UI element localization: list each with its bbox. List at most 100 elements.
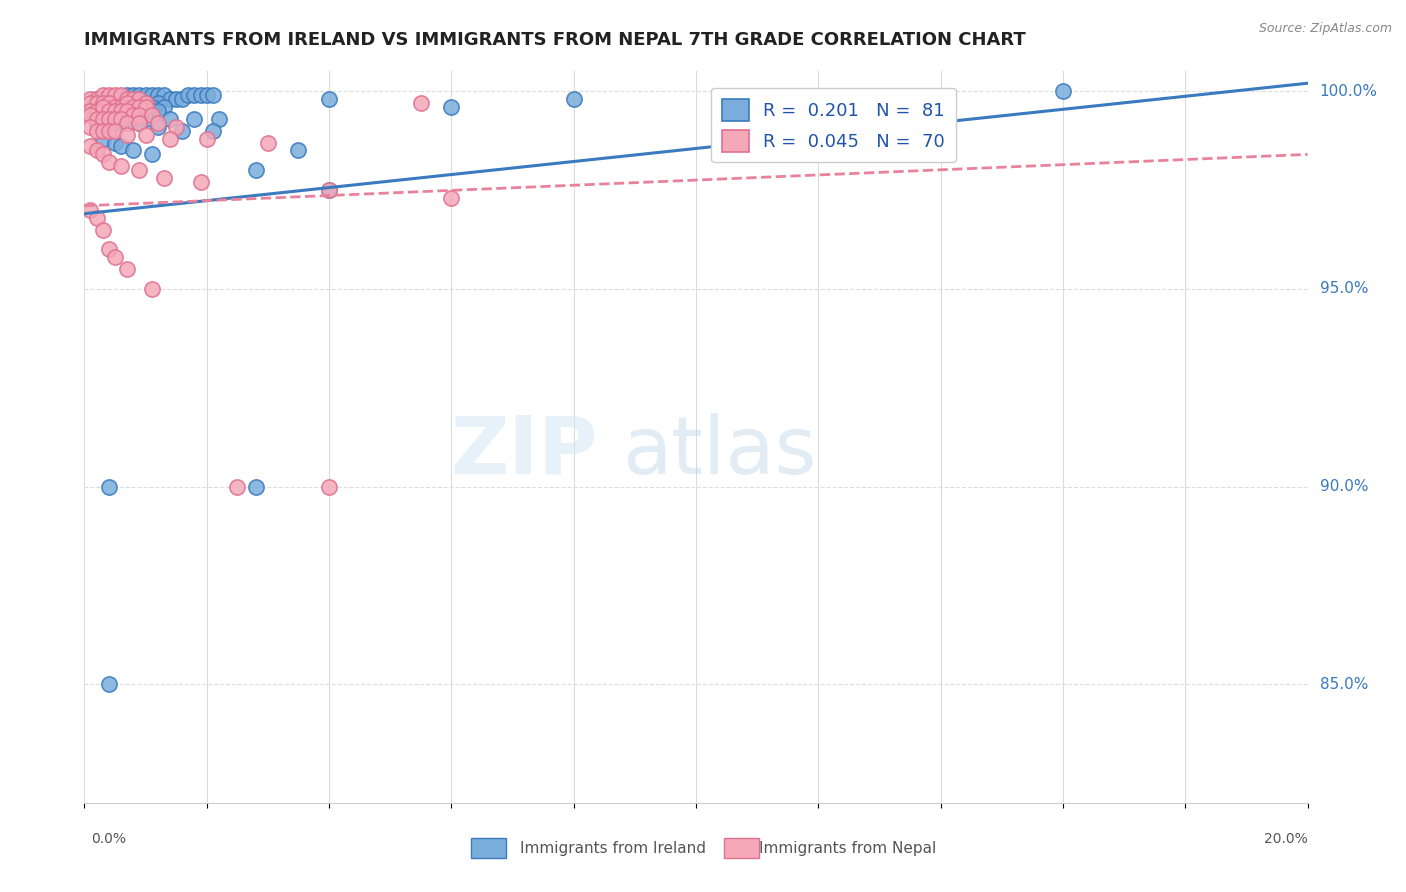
Point xyxy=(245,163,267,178)
Point xyxy=(1052,84,1074,98)
Point xyxy=(226,479,249,493)
FancyBboxPatch shape xyxy=(724,838,759,858)
Text: Immigrants from Nepal: Immigrants from Nepal xyxy=(759,841,936,856)
Text: ZIP: ZIP xyxy=(451,413,598,491)
Point xyxy=(318,183,340,197)
Text: 85.0%: 85.0% xyxy=(1320,677,1368,691)
Point xyxy=(91,222,114,236)
Point xyxy=(122,108,145,122)
Point xyxy=(86,95,108,110)
Point xyxy=(122,103,145,118)
Text: 95.0%: 95.0% xyxy=(1320,281,1368,296)
Point xyxy=(208,112,231,126)
Point xyxy=(141,147,163,161)
Point xyxy=(146,116,169,130)
Point xyxy=(153,88,176,103)
Point xyxy=(195,131,218,145)
Point xyxy=(128,163,150,178)
Point xyxy=(141,282,163,296)
Point xyxy=(146,95,169,110)
Point xyxy=(122,88,145,103)
Point xyxy=(122,95,145,110)
Point xyxy=(318,479,340,493)
Point xyxy=(190,88,212,103)
Point xyxy=(135,95,157,110)
Point xyxy=(86,92,108,106)
Point xyxy=(91,147,114,161)
Point xyxy=(86,95,108,110)
Point xyxy=(128,92,150,106)
Point xyxy=(115,116,138,130)
Text: atlas: atlas xyxy=(623,413,817,491)
Point xyxy=(104,250,127,264)
Point xyxy=(91,112,114,126)
Point xyxy=(86,211,108,225)
Point xyxy=(91,131,114,145)
Point xyxy=(135,128,157,142)
Point xyxy=(183,112,205,126)
Point xyxy=(86,112,108,126)
Point xyxy=(287,144,309,158)
Point xyxy=(110,108,132,122)
Point xyxy=(115,88,138,103)
Point xyxy=(97,112,120,126)
Point xyxy=(97,103,120,118)
Point xyxy=(135,88,157,103)
Point xyxy=(172,92,194,106)
Point xyxy=(115,112,138,126)
Point xyxy=(115,92,138,106)
Point xyxy=(86,92,108,106)
Point xyxy=(122,100,145,114)
Point xyxy=(97,479,120,493)
Point xyxy=(141,103,163,118)
Point xyxy=(115,103,138,118)
Point xyxy=(110,100,132,114)
Point xyxy=(146,88,169,103)
FancyBboxPatch shape xyxy=(471,838,506,858)
Point xyxy=(153,100,176,114)
Point xyxy=(165,92,187,106)
Point xyxy=(141,108,163,122)
Point xyxy=(146,103,169,118)
Point xyxy=(104,95,127,110)
Point xyxy=(104,112,127,126)
Point xyxy=(440,100,463,114)
Point xyxy=(97,95,120,110)
Point xyxy=(115,95,138,110)
Point xyxy=(97,155,120,169)
Point xyxy=(97,242,120,256)
Point xyxy=(86,103,108,118)
Point xyxy=(110,100,132,114)
Point xyxy=(128,116,150,130)
Point xyxy=(86,103,108,118)
Point xyxy=(97,95,120,110)
Point xyxy=(104,103,127,118)
Point xyxy=(97,123,120,137)
Point xyxy=(201,88,224,103)
Point xyxy=(122,144,145,158)
Point xyxy=(128,95,150,110)
Point xyxy=(115,128,138,142)
Point xyxy=(97,88,120,103)
Point xyxy=(122,112,145,126)
Point xyxy=(110,112,132,126)
Point xyxy=(86,116,108,130)
Point xyxy=(153,171,176,186)
Point xyxy=(318,183,340,197)
Point xyxy=(79,92,101,106)
Point xyxy=(97,100,120,114)
Point xyxy=(135,95,157,110)
Point xyxy=(245,479,267,493)
Point xyxy=(79,103,101,118)
Point xyxy=(110,88,132,103)
Point xyxy=(159,112,181,126)
Point xyxy=(135,112,157,126)
Point xyxy=(135,100,157,114)
Point xyxy=(91,95,114,110)
Point xyxy=(195,88,218,103)
Point xyxy=(110,139,132,153)
Point xyxy=(104,103,127,118)
Point xyxy=(115,262,138,277)
Point xyxy=(86,123,108,137)
Point xyxy=(115,103,138,118)
